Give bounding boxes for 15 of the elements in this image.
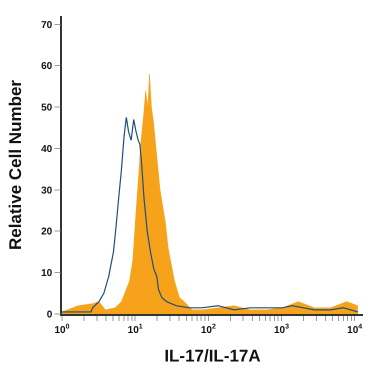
y-tick-label: 30 <box>41 185 53 196</box>
y-tick-label: 60 <box>41 61 53 72</box>
y-axis-title: Relative Cell Number <box>6 80 26 250</box>
x-tick-label: 10$^{3}$ <box>274 324 290 336</box>
y-tick-label: 20 <box>41 226 53 238</box>
x-axis-title: IL-17/IL-17A <box>164 346 261 366</box>
x-tick-label: 10$^{4}$ <box>347 324 362 336</box>
x-tick-label: 10$^{1}$ <box>128 324 143 336</box>
y-tick-label: 40 <box>41 144 53 155</box>
y-tick-label: 0 <box>46 310 53 320</box>
y-tick-label: 70 <box>41 20 53 31</box>
x-tick-label: 10$^{2}$ <box>200 324 216 336</box>
x-tick-label: 10$^{0}$ <box>54 324 70 336</box>
y-tick-label: 10 <box>41 268 53 280</box>
y-tick-label: 50 <box>41 102 53 114</box>
